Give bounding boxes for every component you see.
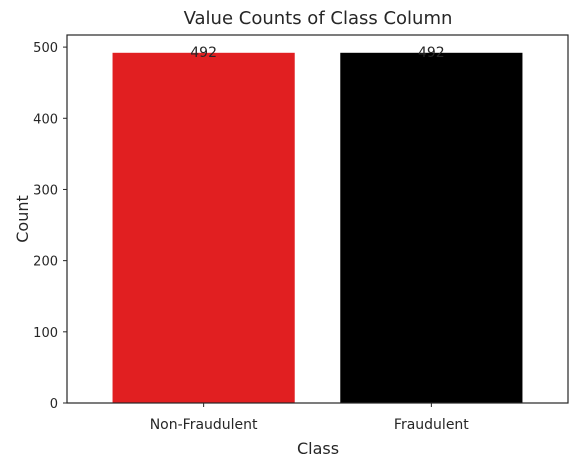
y-tick-label: 400 bbox=[33, 112, 58, 127]
bar-fraudulent bbox=[340, 52, 523, 403]
x-axis-label: Class bbox=[297, 439, 339, 458]
bar-non-fraudulent bbox=[112, 52, 295, 403]
y-tick-label: 100 bbox=[33, 326, 58, 341]
y-tick-label: 500 bbox=[33, 41, 58, 56]
plot-area: 0 100 200 300 400 500 492 Non-Fraudulent 492 Frau… bbox=[33, 41, 523, 433]
axes-frame bbox=[66, 34, 569, 404]
y-tick-label: 300 bbox=[33, 183, 58, 198]
x-tick-label: Fraudulent bbox=[394, 417, 469, 433]
chart-title: Value Counts of Class Column bbox=[184, 8, 453, 29]
x-tick-label: Non-Fraudulent bbox=[150, 417, 258, 433]
data-label: 492 bbox=[418, 45, 445, 61]
data-label: 492 bbox=[190, 45, 217, 61]
y-tick-label: 0 bbox=[50, 397, 58, 412]
y-tick-label: 200 bbox=[33, 255, 58, 270]
y-axis-label: Count bbox=[13, 195, 32, 243]
